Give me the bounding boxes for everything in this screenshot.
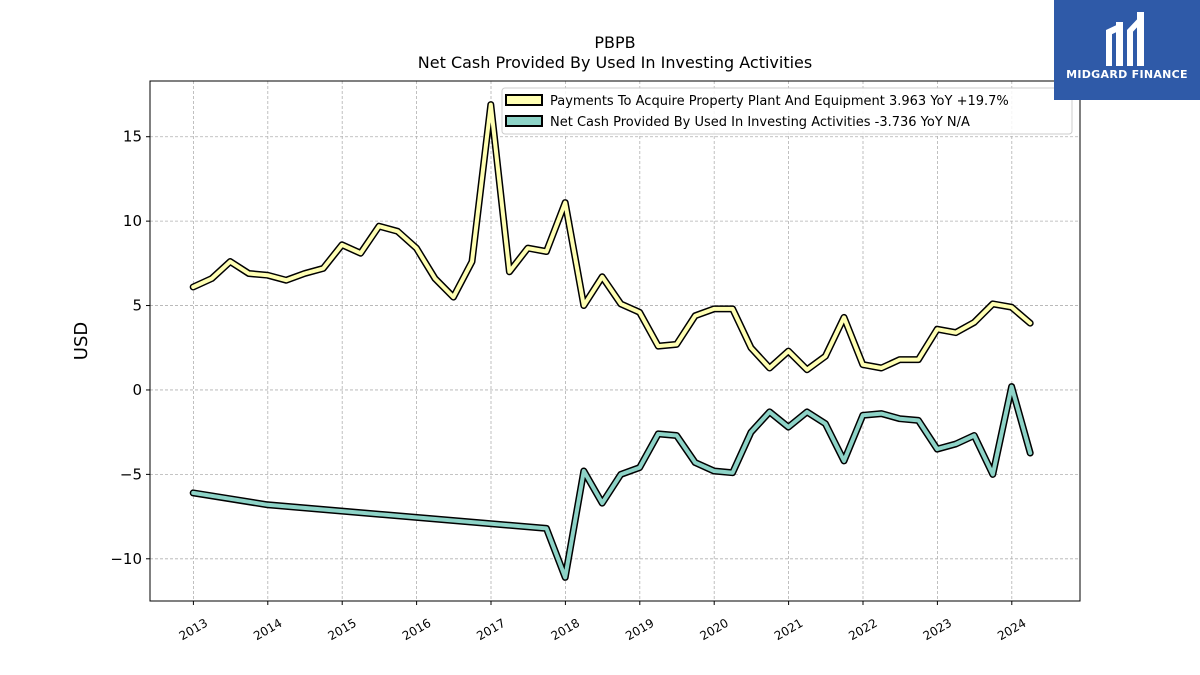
y-tick-label: −10 [110, 550, 142, 568]
brand-name: MIDGARD FINANCE [1066, 68, 1188, 81]
y-tick-label: −5 [120, 465, 142, 483]
x-tick-label: 2022 [846, 616, 879, 643]
series-outline-2 [189, 383, 1034, 581]
logo-mark-icon [1106, 12, 1144, 66]
x-tick-label: 2014 [251, 616, 284, 643]
chart-title: PBPB [594, 33, 636, 52]
x-tick-label: 2017 [474, 616, 507, 643]
x-tick-label: 2023 [921, 616, 954, 643]
brand-logo: MIDGARD FINANCE [1054, 0, 1200, 100]
x-tick-label: 2020 [697, 616, 730, 643]
plot-frame [149, 80, 1081, 602]
x-tick-label: 2016 [400, 616, 433, 643]
x-tick-label: 2013 [177, 616, 210, 643]
x-tick-label: 2019 [623, 616, 656, 643]
series-line-1 [191, 102, 1033, 372]
series-line-2 [191, 384, 1033, 580]
x-tick-label: 2018 [549, 616, 582, 643]
legend-swatch-2 [505, 115, 543, 127]
legend-label-2: Net Cash Provided By Used In Investing A… [550, 115, 970, 130]
x-tick-label: 2024 [995, 616, 1028, 643]
legend-swatch-1 [505, 94, 543, 106]
x-tick-label: 2015 [325, 616, 358, 643]
chart-subtitle: Net Cash Provided By Used In Investing A… [417, 53, 813, 72]
x-tick-label: 2021 [772, 616, 805, 643]
series-outline-1 [189, 101, 1034, 374]
y-tick-label: 10 [123, 212, 142, 230]
y-tick-label: 0 [132, 381, 142, 399]
legend-box [501, 87, 1073, 135]
y-tick-label: 5 [132, 297, 142, 315]
y-tick-label: 15 [123, 128, 142, 146]
y-axis-label: USD [71, 322, 92, 360]
legend-label-1: Payments To Acquire Property Plant And E… [550, 94, 1009, 109]
